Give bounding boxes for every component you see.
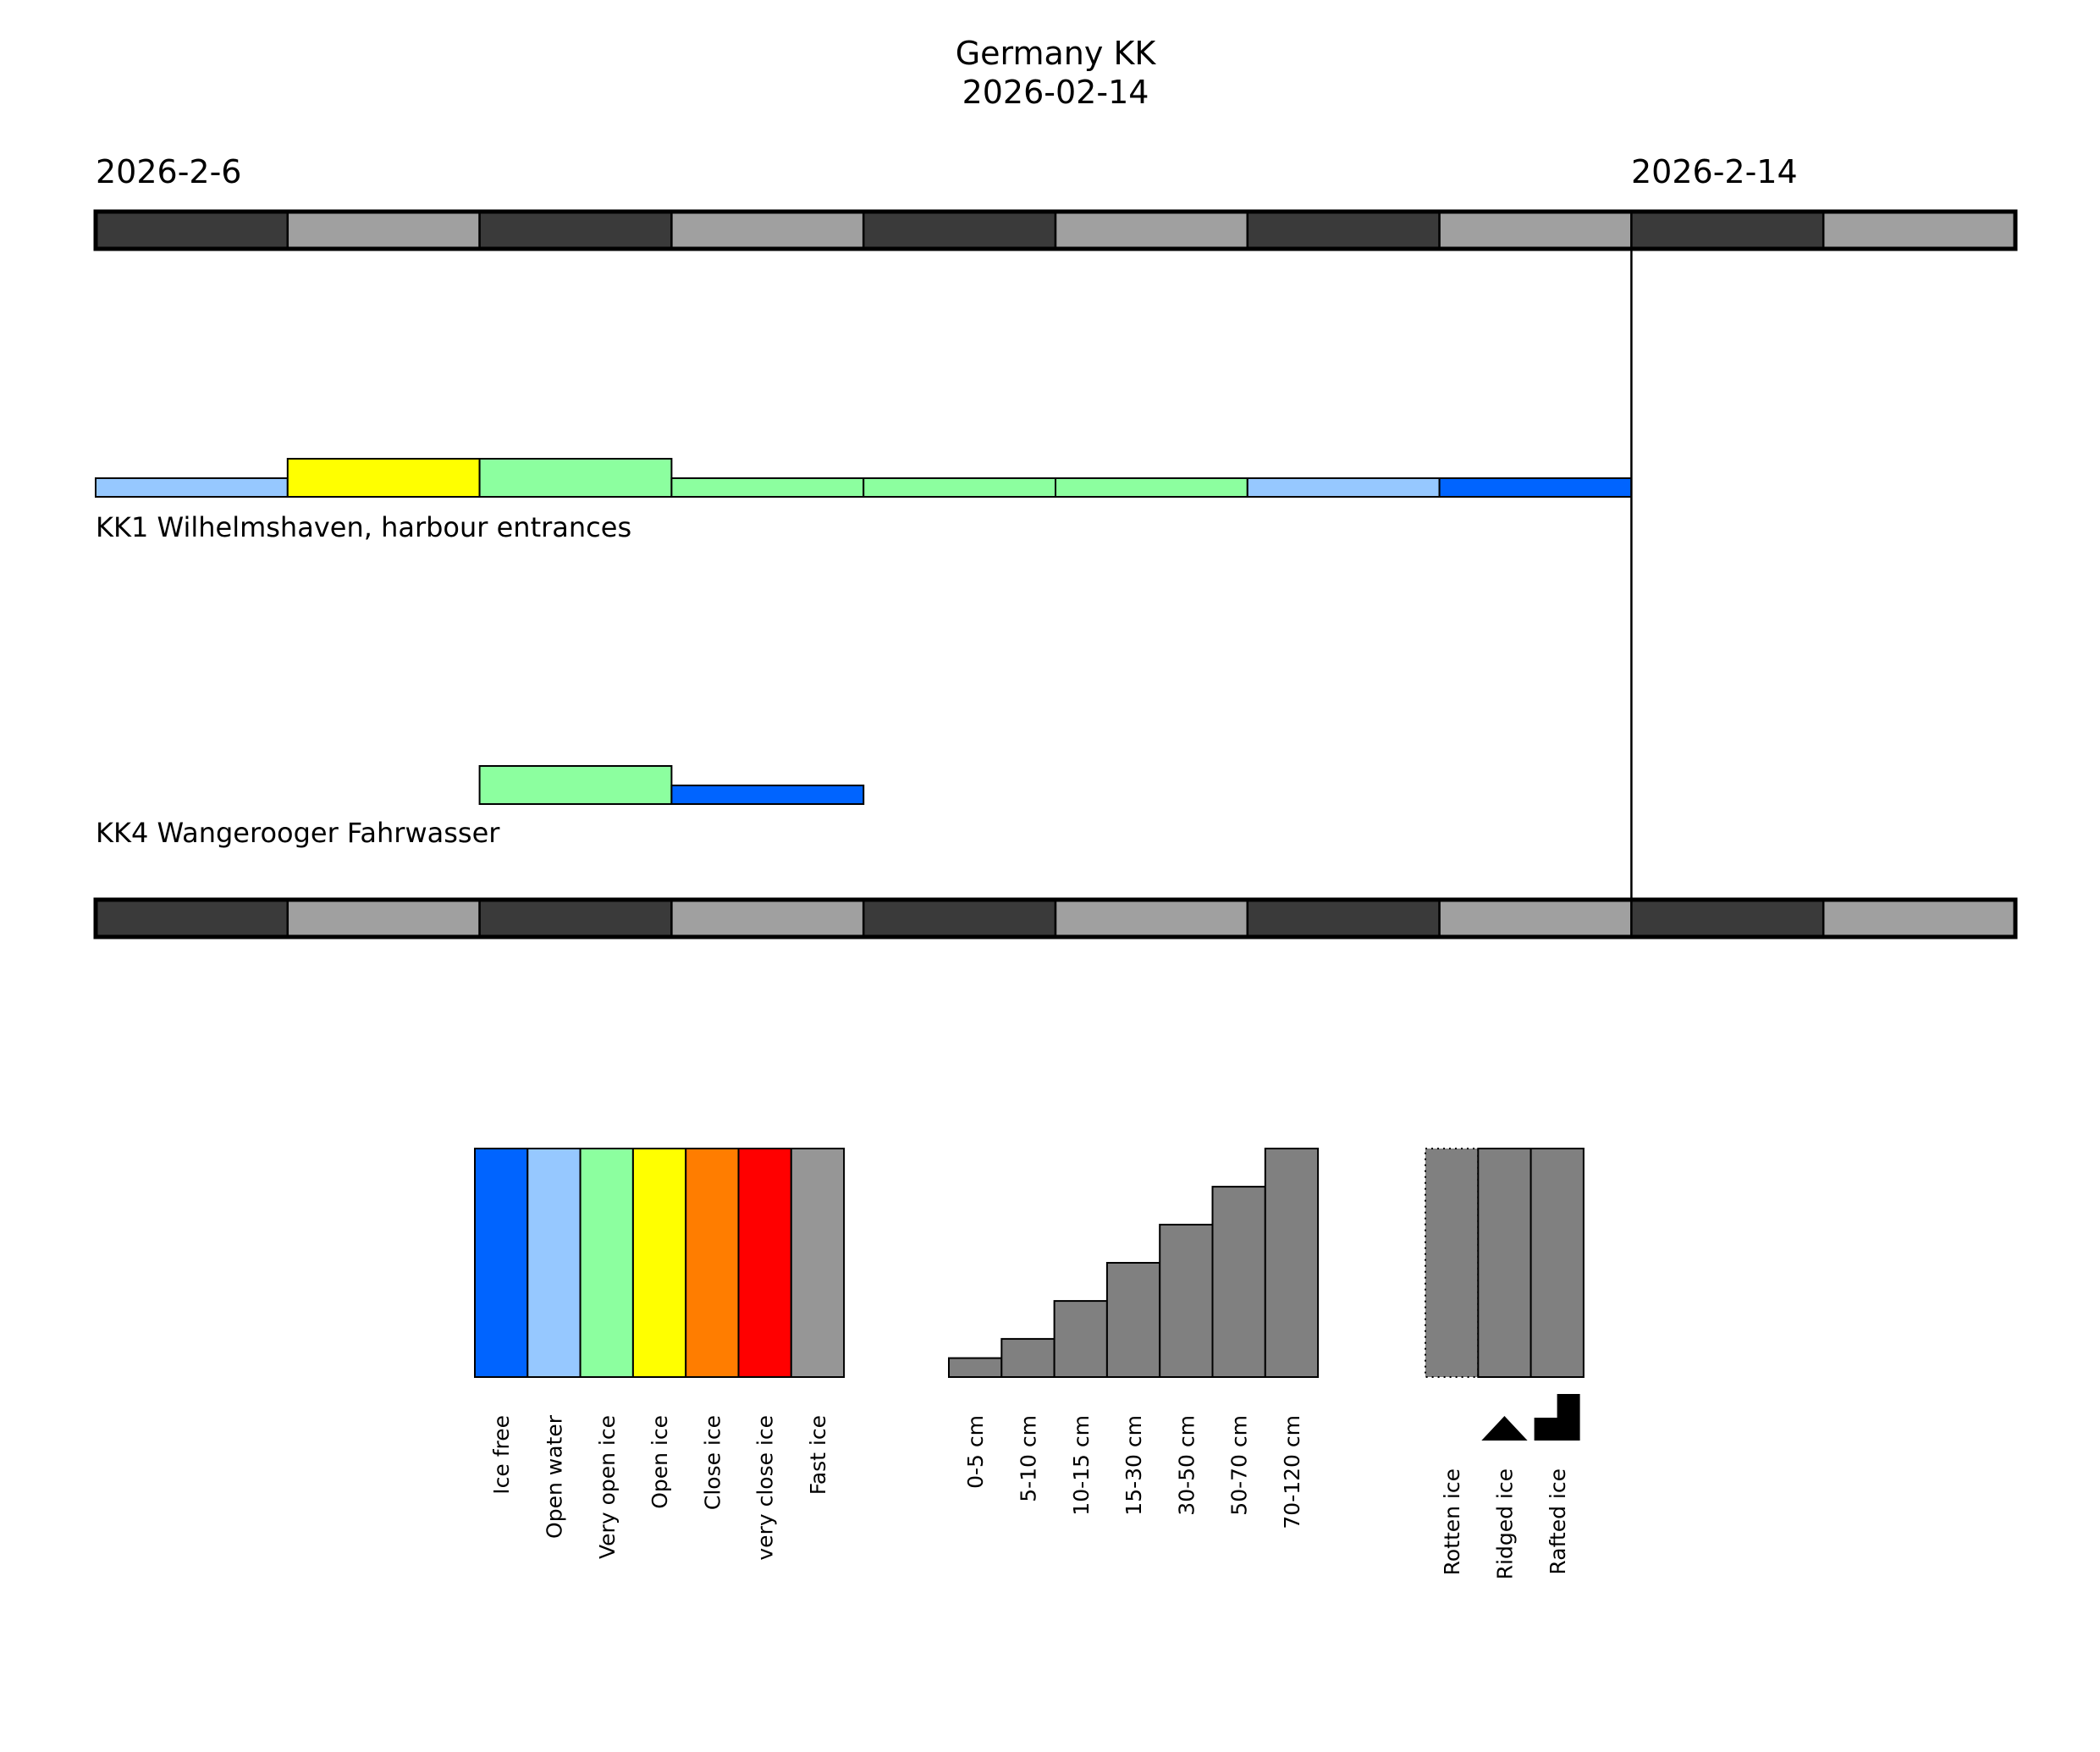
- legend-label: 50-70 cm: [1227, 1415, 1252, 1516]
- day-band-segment: [1438, 898, 1633, 939]
- day-band-segment: [1822, 210, 2017, 251]
- track: KK4 Wangerooger Fahrwasser: [96, 765, 865, 849]
- day-band-segment: [1246, 210, 1441, 251]
- concentration-swatch: [579, 1148, 634, 1378]
- rafted-ice-icon: [1534, 1394, 1580, 1441]
- day-band-segment: [1630, 898, 1825, 939]
- thickness-bar: [1105, 1262, 1161, 1378]
- legend-label: Ridged ice: [1492, 1468, 1517, 1579]
- day-band-segment: [670, 898, 865, 939]
- ice-segment: [95, 477, 289, 498]
- day-band-segment: [94, 898, 289, 939]
- track-label: KK1 Wilhelmshaven, harbour entrances: [96, 511, 631, 543]
- feature-swatch: [1530, 1148, 1585, 1378]
- thickness-bar: [1264, 1148, 1320, 1378]
- concentration-swatch: [631, 1148, 687, 1378]
- legend-label: 5-10 cm: [1016, 1415, 1040, 1502]
- ice-segment: [863, 477, 1057, 498]
- thickness-bar: [948, 1357, 1003, 1378]
- legend-label: 15-30 cm: [1122, 1415, 1146, 1516]
- legend-label: 10-15 cm: [1069, 1415, 1094, 1516]
- legend-label: Very open ice: [595, 1415, 620, 1559]
- day-band-segment: [1246, 898, 1441, 939]
- day-band-segment: [478, 210, 673, 251]
- day-band-segment: [478, 898, 673, 939]
- day-band-segment: [1630, 210, 1825, 251]
- tracks: KK1 Wilhelmshaven, harbour entrances KK4 …: [95, 458, 1633, 849]
- legend-label: Open water: [542, 1414, 566, 1539]
- ice-segment: [286, 458, 481, 498]
- legend-label: Fast ice: [806, 1415, 830, 1495]
- legend-label: Rafted ice: [1546, 1468, 1570, 1575]
- day-band-segment: [1054, 898, 1249, 939]
- day-band-segment: [862, 898, 1057, 939]
- ice-segment: [1055, 477, 1248, 498]
- track: KK1 Wilhelmshaven, harbour entrances: [95, 458, 1633, 543]
- thickness-bar: [1053, 1300, 1108, 1378]
- day-band-border: [93, 897, 2018, 939]
- concentration-swatch: [685, 1148, 740, 1378]
- track-label: KK4 Wangerooger Fahrwasser: [96, 817, 500, 849]
- top-day-band: [93, 209, 2018, 251]
- ice-segment: [478, 765, 673, 805]
- day-band-border: [93, 209, 2018, 251]
- concentration-swatch: [790, 1148, 846, 1378]
- feature-swatch: [1477, 1148, 1532, 1378]
- chart-title: Germany KK: [956, 35, 1157, 72]
- day-band-segment: [1822, 898, 2017, 939]
- thickness-legend: 0-5 cm 5-10 cm 10-15 cm 15-30 cm 30-50 cm 50-…: [948, 1148, 1320, 1529]
- legend-label: 0-5 cm: [963, 1415, 988, 1489]
- legend-label: Rotten ice: [1440, 1468, 1464, 1575]
- thickness-bar: [1159, 1223, 1214, 1379]
- day-band-segment: [286, 210, 481, 251]
- thickness-bar: [1000, 1337, 1056, 1379]
- day-band-segment: [1438, 210, 1633, 251]
- concentration-swatch: [474, 1148, 529, 1378]
- legend-label: Open ice: [648, 1415, 672, 1509]
- legend-label: Ice free: [489, 1415, 514, 1495]
- day-band-segment: [862, 210, 1057, 251]
- day-band-segment: [286, 898, 481, 939]
- concentration-swatch: [737, 1148, 792, 1378]
- day-band-segment: [670, 210, 865, 251]
- start-date-label: 2026-2-6: [96, 153, 241, 190]
- day-band-segment: [1054, 210, 1249, 251]
- feature-swatch: [1425, 1148, 1480, 1378]
- legend-label: 30-50 cm: [1174, 1415, 1199, 1516]
- ice-segment: [670, 477, 865, 498]
- chart-subtitle: 2026-02-14: [962, 74, 1149, 111]
- bottom-day-band: [93, 897, 2018, 939]
- thickness-bar: [1211, 1186, 1266, 1378]
- ice-segment: [1438, 477, 1633, 498]
- ice-segment: [670, 785, 865, 805]
- ice-segment: [1246, 477, 1441, 498]
- legend-label: Close ice: [700, 1415, 725, 1510]
- ice-segment: [478, 458, 673, 498]
- ridged-ice-icon: [1481, 1416, 1528, 1441]
- legend-label: 70-120 cm: [1280, 1415, 1304, 1529]
- feature-legend: Rotten ice Ridged ice Rafted ice: [1425, 1148, 1585, 1579]
- legend-label: very close ice: [753, 1415, 778, 1561]
- concentration-legend: Ice free Open water Very open ice Open ice C…: [474, 1148, 846, 1561]
- day-band-segment: [94, 210, 289, 251]
- current-date-label: 2026-2-14: [1631, 153, 1798, 190]
- concentration-swatch: [526, 1148, 581, 1378]
